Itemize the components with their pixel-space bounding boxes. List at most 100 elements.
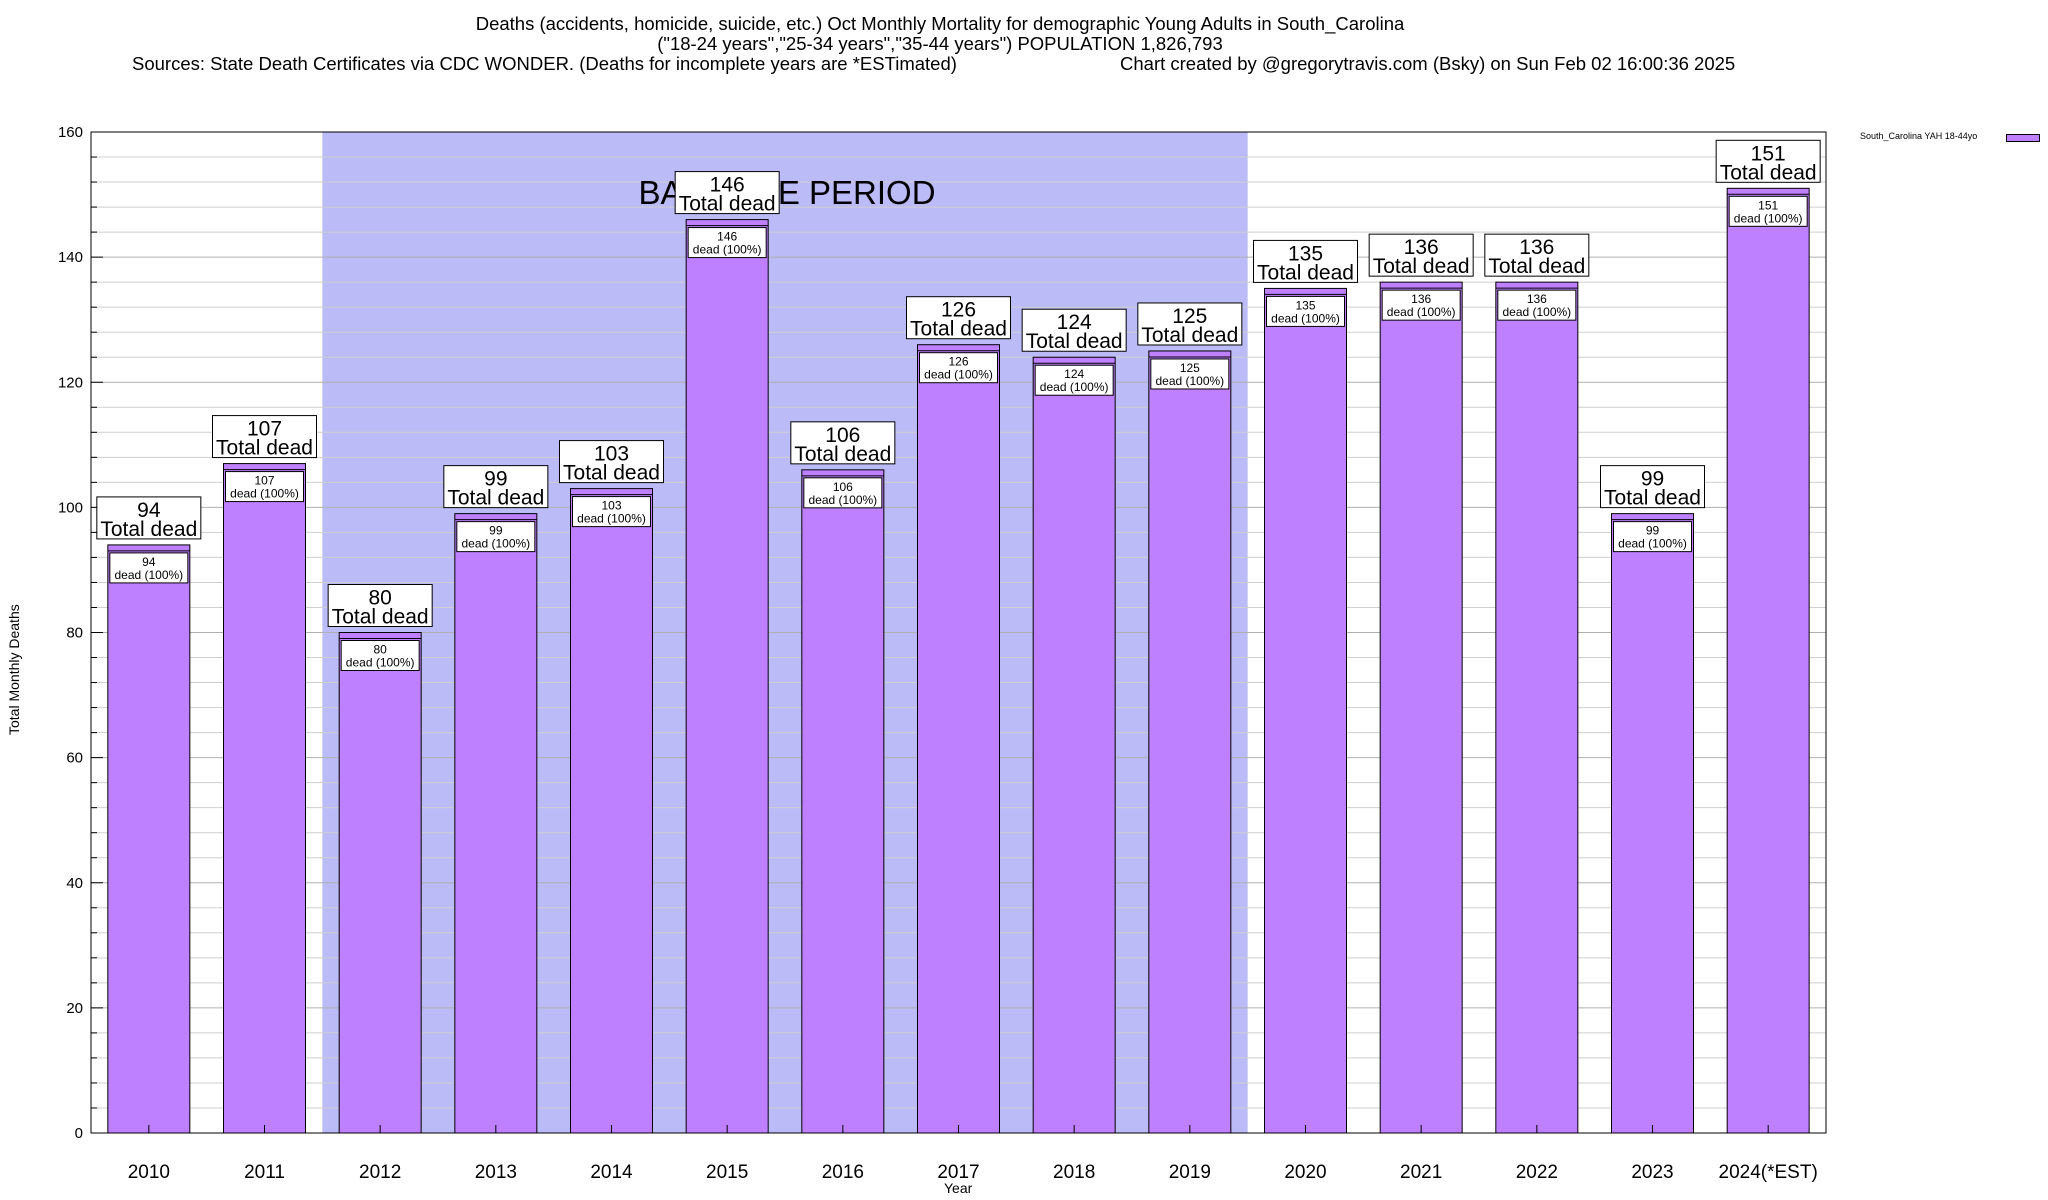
top-label-box (1600, 465, 1705, 509)
inner-pct-label: dead (100%) (1387, 305, 1456, 319)
inner-pct-label: dead (100%) (1502, 305, 1571, 319)
top-value-label: 151 (1751, 142, 1786, 165)
x-axis-label: Year (944, 1180, 973, 1196)
top-total-label: Total dead (794, 443, 891, 466)
x-tick-label: 2013 (475, 1162, 517, 1183)
top-label-box (1368, 233, 1474, 277)
top-total-label: Total dead (563, 462, 660, 485)
top-label-box (1715, 139, 1821, 183)
inner-value-label: 99 (1646, 524, 1660, 538)
inner-value-label: 94 (142, 555, 156, 569)
top-label-box (559, 440, 664, 484)
top-label-box (1484, 233, 1590, 277)
top-total-label: Total dead (1373, 255, 1470, 278)
inner-value-label: 107 (254, 474, 274, 488)
x-tick-label: 2022 (1516, 1162, 1558, 1183)
top-total-label: Total dead (1026, 330, 1123, 353)
inner-label-box (1150, 358, 1230, 390)
top-value-label: 135 (1288, 242, 1323, 265)
top-total-label: Total dead (1488, 255, 1585, 278)
inner-value-label: 136 (1527, 292, 1547, 306)
x-tick-label: 2010 (128, 1162, 170, 1183)
inner-pct-label: dead (100%) (230, 487, 299, 501)
top-value-label: 106 (825, 424, 860, 447)
chart-sources: Sources: State Death Certificates via CD… (132, 53, 957, 74)
inner-value-label: 135 (1295, 298, 1315, 312)
inner-pct-label: dead (100%) (346, 656, 415, 670)
top-label-box (443, 465, 549, 509)
top-value-label: 146 (710, 174, 745, 197)
y-axis-label: Total Monthly Deaths (6, 604, 22, 735)
inner-label-box (456, 521, 536, 553)
top-label-box (1253, 239, 1358, 283)
bar (570, 488, 653, 1134)
inner-pct-label: dead (100%) (114, 568, 183, 582)
inner-label-box (687, 227, 767, 259)
inner-value-label: 103 (601, 499, 621, 513)
top-value-label: 99 (1641, 468, 1664, 491)
inner-value-label: 80 (373, 643, 387, 657)
chart-credit: Chart created by @gregorytravis.com (Bsk… (1120, 53, 1736, 74)
y-tick-label: 80 (66, 625, 83, 642)
bar (1148, 350, 1232, 1134)
top-value-label: 136 (1519, 236, 1554, 259)
bar (338, 632, 422, 1134)
top-value-label: 80 (368, 587, 391, 610)
y-tick-label: 60 (66, 750, 83, 767)
top-value-label: 136 (1404, 236, 1439, 259)
inner-label-box (919, 352, 998, 384)
top-total-label: Total dead (332, 606, 429, 629)
bar (1379, 281, 1463, 1134)
inner-label-box (1497, 289, 1577, 321)
inner-pct-label: dead (100%) (693, 243, 762, 257)
y-tick-label: 20 (66, 1000, 83, 1017)
legend-swatch (2006, 134, 2040, 142)
inner-label-box (1034, 364, 1114, 396)
bar (1726, 187, 1810, 1134)
bar (1495, 281, 1579, 1134)
top-value-label: 124 (1057, 311, 1092, 334)
inner-label-box (1613, 521, 1692, 553)
x-tick-label: 2011 (244, 1162, 285, 1183)
inner-pct-label: dead (100%) (1618, 537, 1687, 551)
inner-value-label: 106 (833, 480, 853, 494)
top-label-box (96, 496, 202, 540)
top-total-label: Total dead (910, 318, 1007, 341)
inner-value-label: 124 (1064, 367, 1084, 381)
y-tick-label: 100 (58, 499, 83, 516)
bar (223, 463, 306, 1134)
top-total-label: Total dead (1257, 261, 1354, 284)
chart-subtitle: ("18-24 years","25-34 years","35-44 year… (657, 33, 1223, 54)
inner-pct-label: dead (100%) (577, 512, 646, 526)
inner-value-label: 99 (489, 524, 503, 538)
top-value-label: 94 (137, 499, 161, 522)
inner-label-box (803, 477, 883, 509)
inner-pct-label: dead (100%) (1040, 380, 1109, 394)
top-total-label: Total dead (1141, 324, 1238, 347)
legend-label: South_Carolina YAH 18-44yo (1860, 131, 1978, 141)
top-value-label: 103 (594, 443, 629, 466)
y-tick-label: 140 (58, 249, 83, 266)
top-label-box (1137, 302, 1243, 346)
x-tick-label: 2019 (1169, 1162, 1211, 1183)
x-tick-label: 2018 (1053, 1162, 1095, 1183)
inner-pct-label: dead (100%) (808, 493, 877, 507)
bar (801, 469, 885, 1134)
x-tick-label: 2017 (937, 1162, 979, 1183)
inner-pct-label: dead (100%) (924, 368, 993, 382)
inner-pct-label: dead (100%) (1271, 311, 1340, 325)
bar (107, 544, 191, 1134)
top-total-label: Total dead (679, 193, 776, 216)
top-total-label: Total dead (216, 437, 313, 460)
top-value-label: 125 (1172, 305, 1207, 328)
top-value-label: 126 (941, 299, 976, 322)
top-label-box (906, 296, 1011, 340)
bar (685, 219, 769, 1134)
x-tick-label: 2023 (1631, 1162, 1673, 1183)
inner-pct-label: dead (100%) (1155, 374, 1224, 388)
top-total-label: Total dead (100, 518, 197, 541)
bar (917, 344, 1000, 1134)
top-total-label: Total dead (1720, 161, 1817, 184)
inner-label-box (109, 552, 189, 584)
y-tick-label: 0 (75, 1125, 83, 1142)
